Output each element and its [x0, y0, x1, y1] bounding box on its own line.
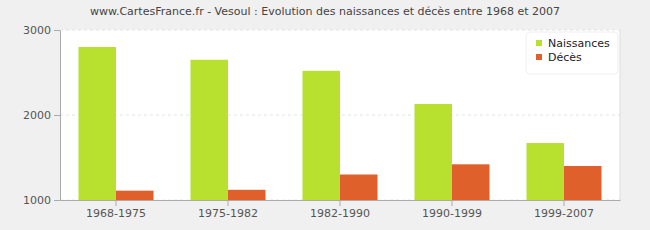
bar: [452, 164, 490, 200]
bar: [190, 60, 228, 200]
bar: [116, 191, 154, 200]
bars: [78, 47, 601, 200]
plot-area: [60, 30, 620, 200]
tick-mark: [54, 30, 60, 31]
legend-item: Décès: [536, 51, 582, 64]
bar: [526, 143, 564, 200]
legend-box: [526, 32, 618, 74]
tick-label: 1990-1999: [422, 207, 482, 220]
frame: [620, 30, 621, 200]
grid: [60, 30, 620, 200]
tick-label: 1982-1990: [310, 207, 370, 220]
tick-label: 1999-2007: [534, 207, 594, 220]
tick: 1982-1990: [310, 200, 370, 220]
plot: 1000200030001968-19751975-19821982-19901…: [23, 24, 621, 220]
bar: [414, 104, 452, 200]
legend-item: Naissances: [536, 37, 610, 50]
bar: [340, 175, 378, 201]
tick-mark: [228, 200, 229, 206]
bar: [564, 166, 602, 200]
tick-mark: [54, 115, 60, 116]
title: www.CartesFrance.fr - Vesoul : Evolution…: [90, 5, 560, 18]
grid-line: [60, 30, 620, 31]
y-axis: 1000 2000 3000: [23, 24, 61, 207]
axis-line: [60, 31, 61, 201]
legend-label: Naissances: [548, 37, 610, 50]
legend-swatch: [536, 54, 542, 60]
tick-mark: [564, 200, 565, 206]
tick-mark: [452, 200, 453, 206]
tick: 1999-2007: [534, 200, 594, 220]
tick: 1990-1999: [422, 200, 482, 220]
legend-label: Décès: [548, 51, 582, 64]
tick-mark: [116, 200, 117, 206]
tick: 1975-1982: [198, 200, 258, 220]
tick-label: 1000: [23, 194, 51, 207]
tick-label: 2000: [23, 109, 51, 122]
chart: www.CartesFrance.fr - Vesoul : Evolution…: [0, 0, 650, 230]
tick: 2000: [23, 109, 60, 122]
bar: [302, 71, 340, 200]
tick-mark: [54, 200, 60, 201]
tick-label: 1968-1975: [86, 207, 146, 220]
legend: NaissancesDécès: [526, 32, 618, 74]
background: [0, 0, 650, 230]
bar: [228, 190, 266, 200]
x-axis: 1968-1975 1975-1982 1982-1990 1990-1999 1999…: [61, 200, 621, 220]
tick-label: 1975-1982: [198, 207, 258, 220]
tick: 3000: [23, 24, 60, 37]
tick: 1000: [23, 194, 60, 207]
bar: [78, 47, 116, 200]
tick: 1968-1975: [86, 200, 146, 220]
legend-swatch: [536, 40, 542, 46]
tick-label: 3000: [23, 24, 51, 37]
tick-mark: [340, 200, 341, 206]
